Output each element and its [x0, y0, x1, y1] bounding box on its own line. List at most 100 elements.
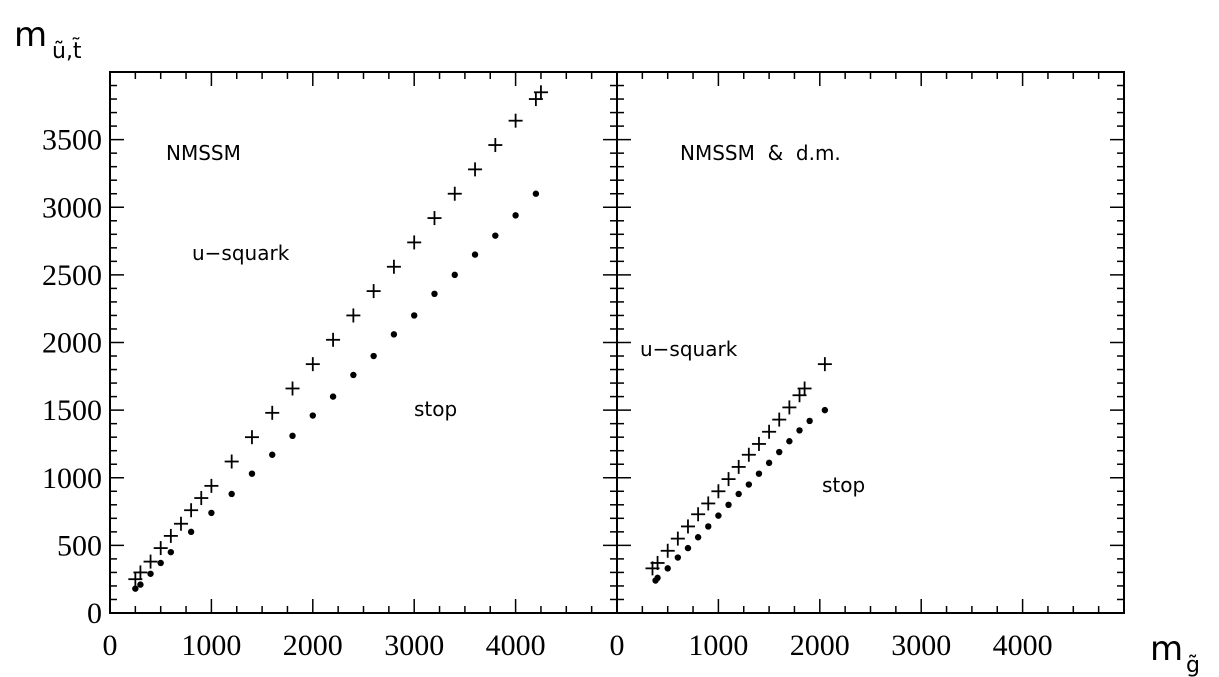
- y-tick-label: 1500: [42, 394, 102, 427]
- usquark-point: [204, 478, 219, 493]
- usquark-point: [751, 436, 766, 451]
- x-axis-title: m: [1150, 629, 1183, 669]
- usquark-point: [721, 472, 736, 487]
- stop-point: [157, 559, 164, 567]
- usquark-point: [224, 454, 239, 469]
- left-panel-points: [128, 85, 548, 592]
- stop-point: [512, 212, 519, 219]
- usquark-point: [762, 424, 777, 439]
- tick-marks: [109, 71, 1125, 614]
- stop-point: [132, 585, 139, 592]
- stop-point: [735, 490, 742, 498]
- x-tick-label: 3000: [891, 629, 951, 662]
- stop-point: [289, 432, 296, 440]
- usquark-point: [244, 430, 259, 445]
- stop-point: [694, 534, 702, 541]
- x-tick-label: 2000: [283, 629, 343, 662]
- stop-point: [725, 501, 732, 508]
- y-axis-title: m: [14, 15, 47, 55]
- stop-point: [451, 271, 458, 279]
- usquark-point: [194, 491, 209, 506]
- right-panel-model-label: NMSSM & d.m.: [680, 141, 841, 165]
- stop-point: [187, 528, 195, 536]
- usquark-point: [680, 519, 695, 534]
- stop-point: [684, 544, 692, 552]
- usquark-point: [427, 211, 442, 226]
- usquark-point: [163, 528, 178, 543]
- x-tick-label: 3000: [384, 629, 444, 662]
- y-tick-label: 0: [87, 597, 102, 630]
- stop-point: [776, 448, 783, 456]
- x-tick-label: 4000: [993, 629, 1053, 662]
- stop-point: [654, 574, 661, 582]
- stop-point: [674, 554, 682, 561]
- stop-point: [208, 509, 215, 517]
- stop-point: [745, 481, 753, 488]
- usquark-point: [731, 459, 746, 474]
- stop-point: [309, 412, 316, 419]
- usquark-point: [143, 554, 158, 569]
- stop-point: [411, 312, 418, 319]
- left-panel-model-label: NMSSM: [166, 141, 241, 165]
- stop-point: [532, 190, 540, 197]
- usquark-point: [660, 543, 675, 558]
- usquark-point: [265, 405, 280, 420]
- y-tick-label: 3000: [42, 191, 102, 224]
- left-panel-usquark-label: u−squark: [192, 241, 290, 265]
- usquark-point: [386, 259, 401, 274]
- usquark-point: [650, 555, 665, 570]
- stop-point: [390, 331, 398, 338]
- stop-point: [705, 523, 712, 530]
- y-tick-label: 3500: [42, 124, 102, 157]
- usquark-point: [691, 507, 706, 522]
- y-tick-label: 1000: [42, 462, 102, 495]
- stop-point: [269, 451, 276, 458]
- x-tick-label: 4000: [486, 629, 546, 662]
- usquark-point: [346, 308, 361, 323]
- x-tick-label: 1000: [688, 629, 748, 662]
- usquark-point: [533, 85, 548, 100]
- x-tick-label: 2000: [790, 629, 850, 662]
- usquark-point: [817, 357, 832, 372]
- usquark-point: [173, 516, 188, 531]
- stop-point: [228, 490, 235, 498]
- usquark-point: [407, 235, 422, 250]
- stop-point: [137, 581, 144, 588]
- stop-point: [492, 232, 499, 239]
- stop-point: [248, 470, 256, 477]
- usquark-point: [305, 357, 320, 372]
- stop-point: [167, 548, 175, 556]
- right-panel-points: [645, 357, 832, 584]
- x-tick-label: 0: [610, 629, 625, 662]
- usquark-point: [488, 138, 503, 153]
- tick-labels: 0 1000 2000 3000 4000 0 500 1000 1500 2000 2500 300…: [42, 124, 1053, 662]
- usquark-point: [741, 447, 756, 462]
- usquark-point: [711, 484, 726, 499]
- stop-point: [431, 290, 438, 298]
- usquark-point: [366, 284, 381, 299]
- y-tick-label: 2000: [42, 327, 102, 360]
- stop-point: [471, 251, 479, 258]
- stop-point: [147, 570, 154, 577]
- stop-point: [806, 417, 813, 425]
- y-tick-label: 500: [57, 529, 102, 562]
- x-tick-label: 1000: [181, 629, 241, 662]
- usquark-point: [468, 162, 483, 177]
- usquark-point: [447, 186, 462, 201]
- usquark-point: [797, 381, 812, 396]
- x-axis-subscript: g̃: [1186, 653, 1200, 677]
- stop-point: [786, 438, 793, 445]
- stop-point: [370, 352, 377, 360]
- usquark-point: [670, 531, 685, 546]
- stop-point: [329, 393, 337, 400]
- y-axis-subscript: ũ,t̃: [52, 38, 82, 64]
- x-tick-label: 0: [103, 629, 118, 662]
- stop-point: [664, 565, 671, 572]
- usquark-point: [133, 565, 148, 580]
- left-panel-stop-label: stop: [414, 397, 457, 421]
- usquark-point: [153, 541, 168, 556]
- right-panel-stop-label: stop: [822, 473, 865, 497]
- stop-point: [350, 371, 357, 379]
- usquark-point: [508, 113, 523, 128]
